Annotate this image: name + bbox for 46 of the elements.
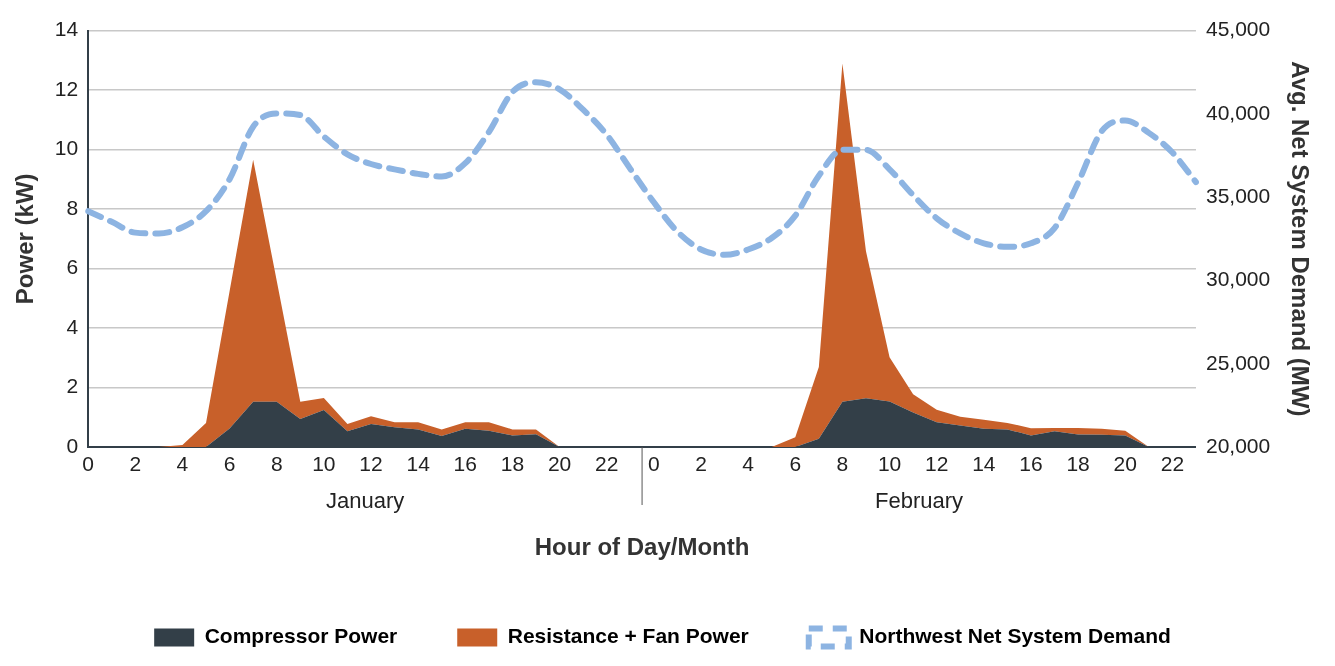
x-tick-label: 14 xyxy=(972,452,996,476)
x-tick-label: 0 xyxy=(648,452,660,476)
x-tick-label: 10 xyxy=(877,452,902,476)
y-tick-label: 8 xyxy=(66,195,79,219)
y2-tick-label: 45,000 xyxy=(1205,17,1271,41)
x-tick-label: 4 xyxy=(176,452,189,476)
x-tick-label: 20 xyxy=(547,452,572,476)
y-tick-label: 12 xyxy=(54,76,79,100)
y2-tick-label: 25,000 xyxy=(1205,350,1271,374)
x-tick-label: 0 xyxy=(82,452,94,476)
legend-label: Northwest Net System Demand xyxy=(859,624,1171,648)
y2-tick-label: 40,000 xyxy=(1205,100,1271,124)
x-tick-label: 8 xyxy=(836,452,849,476)
y2-tick-label: 30,000 xyxy=(1205,267,1271,291)
x-tick-label: 6 xyxy=(789,452,802,476)
x-tick-label: 16 xyxy=(1019,452,1043,476)
x-tick-label: 10 xyxy=(312,452,336,476)
text: February xyxy=(874,488,964,514)
x-tick-label: 18 xyxy=(1066,452,1090,476)
x-tick-label: 22 xyxy=(1160,452,1185,476)
y-axis-title: Power (kW) xyxy=(11,173,39,305)
x-tick-label: 12 xyxy=(359,452,383,476)
x-tick-label: 8 xyxy=(270,452,283,476)
y2-axis-title: Avg. Net System Demand (MW) xyxy=(1286,61,1314,417)
y-tick-label: 4 xyxy=(66,314,79,338)
legend-label: Resistance + Fan Power xyxy=(507,624,749,648)
y-tick-label: 2 xyxy=(66,374,79,398)
y-tick-label: 6 xyxy=(66,255,79,279)
y2-tick-label: 35,000 xyxy=(1205,183,1271,207)
text: January xyxy=(325,488,405,514)
x-tick-label: 4 xyxy=(742,452,755,476)
x-tick-label: 18 xyxy=(500,452,525,476)
x-tick-label: 6 xyxy=(223,452,236,476)
x-tick-label: 22 xyxy=(595,452,619,476)
y-tick-label: 10 xyxy=(54,136,79,160)
x-tick-label: 14 xyxy=(406,452,431,476)
x-tick-label: 12 xyxy=(925,452,949,476)
y-tick-label: 14 xyxy=(54,17,79,41)
y2-tick-label: 20,000 xyxy=(1205,433,1271,457)
y-tick-label: 0 xyxy=(66,433,79,457)
x-tick-label: 2 xyxy=(695,452,707,476)
x-axis-title: Hour of Day/Month xyxy=(534,533,750,561)
legend-label: Compressor Power xyxy=(204,624,398,648)
x-tick-label: 16 xyxy=(453,452,477,476)
x-tick-label: 2 xyxy=(129,452,142,476)
x-tick-label: 20 xyxy=(1113,452,1137,476)
